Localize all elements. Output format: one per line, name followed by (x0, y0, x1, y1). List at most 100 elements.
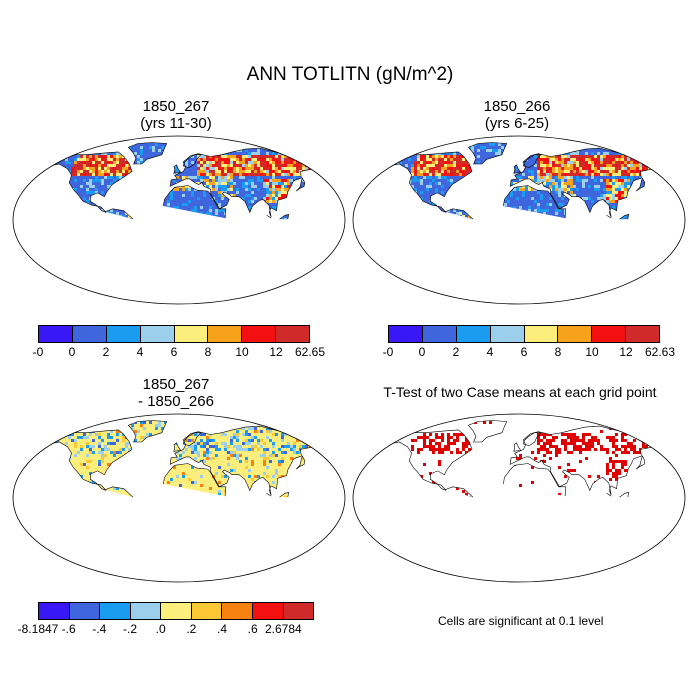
grid-cell (215, 200, 218, 203)
grid-cell (44, 149, 47, 152)
grid-cell (492, 149, 495, 152)
grid-cell (200, 445, 203, 448)
grid-cell (284, 167, 287, 170)
grid-cell (426, 164, 429, 167)
grid-cell (597, 185, 600, 188)
grid-cell (23, 550, 26, 553)
grid-cell (272, 158, 275, 161)
grid-cell (564, 185, 567, 188)
grid-cell (450, 152, 453, 155)
grid-cell (597, 164, 600, 167)
grid-cell (299, 158, 302, 161)
grid-cell (74, 421, 77, 424)
grid-cell (606, 173, 609, 176)
grid-cell (275, 200, 278, 203)
grid-cell (50, 553, 53, 556)
grid-cell (59, 427, 62, 430)
grid-cell (369, 260, 372, 263)
grid-cell (675, 158, 678, 161)
grid-cell (101, 161, 104, 164)
grid-cell (242, 164, 245, 167)
grid-cell (263, 173, 266, 176)
grid-cell (645, 167, 648, 170)
grid-cell (212, 155, 215, 158)
grid-cell (603, 164, 606, 167)
grid-cell (344, 143, 347, 146)
grid-cell (630, 167, 633, 170)
grid-cell (110, 436, 113, 439)
grid-cell (591, 152, 594, 155)
grid-cell (17, 164, 20, 167)
grid-cell (218, 490, 221, 493)
grid-cell (197, 155, 200, 158)
grid-cell (149, 421, 152, 424)
grid-cell (432, 137, 435, 140)
grid-cell (588, 161, 591, 164)
grid-cell (615, 137, 618, 140)
grid-cell (158, 421, 161, 424)
grid-cell (290, 167, 293, 170)
grid-cell (645, 149, 648, 152)
grid-cell (621, 155, 624, 158)
grid-cell (411, 173, 414, 176)
grid-cell (248, 188, 251, 191)
grid-cell (53, 158, 56, 161)
grid-cell (218, 176, 221, 179)
grid-cell (215, 445, 218, 448)
grid-cell (257, 173, 260, 176)
grid-cell (131, 427, 134, 430)
grid-cell (360, 182, 363, 185)
grid-cell (14, 547, 17, 550)
grid-cell (254, 161, 257, 164)
grid-cell (77, 173, 80, 176)
coastline-samerica (105, 208, 134, 220)
grid-cell (540, 167, 543, 170)
grid-cell (212, 439, 215, 442)
grid-cell (245, 167, 248, 170)
grid-cell (570, 161, 573, 164)
grid-cell (215, 170, 218, 173)
grid-cell (185, 161, 188, 164)
grid-cell (552, 173, 555, 176)
grid-cell (14, 466, 17, 469)
grid-cell (660, 137, 663, 140)
grid-cell (537, 203, 540, 206)
grid-cell (540, 155, 543, 158)
grid-cell (101, 439, 104, 442)
grid-cell (299, 173, 302, 176)
grid-cell (441, 167, 444, 170)
grid-cell (636, 161, 639, 164)
grid-cell (357, 149, 360, 152)
grid-cell (218, 194, 221, 197)
grid-cell (125, 161, 128, 164)
grid-cell (579, 170, 582, 173)
grid-cell (254, 158, 257, 161)
grid-cell (65, 442, 68, 445)
grid-cell (29, 269, 32, 272)
grid-cell (29, 544, 32, 547)
grid-cell (248, 158, 251, 161)
grid-cell (609, 167, 612, 170)
grid-cell (441, 155, 444, 158)
grid-cell (95, 158, 98, 161)
grid-cell (660, 266, 663, 269)
grid-cell (606, 158, 609, 161)
grid-cell (248, 170, 251, 173)
grid-cell (71, 415, 74, 418)
grid-cell (128, 146, 131, 149)
grid-cell (450, 173, 453, 176)
grid-cell (603, 167, 606, 170)
grid-cell (269, 194, 272, 197)
grid-cell (627, 158, 630, 161)
grid-cell (89, 448, 92, 451)
grid-cell (576, 164, 579, 167)
coastline-borneo (279, 213, 290, 220)
grid-cell (275, 164, 278, 167)
grid-cell (11, 412, 14, 415)
grid-cell (570, 137, 573, 140)
grid-cell (360, 188, 363, 191)
grid-cell (363, 179, 366, 182)
grid-cell (74, 439, 77, 442)
grid-cell (125, 170, 128, 173)
grid-cell (275, 161, 278, 164)
